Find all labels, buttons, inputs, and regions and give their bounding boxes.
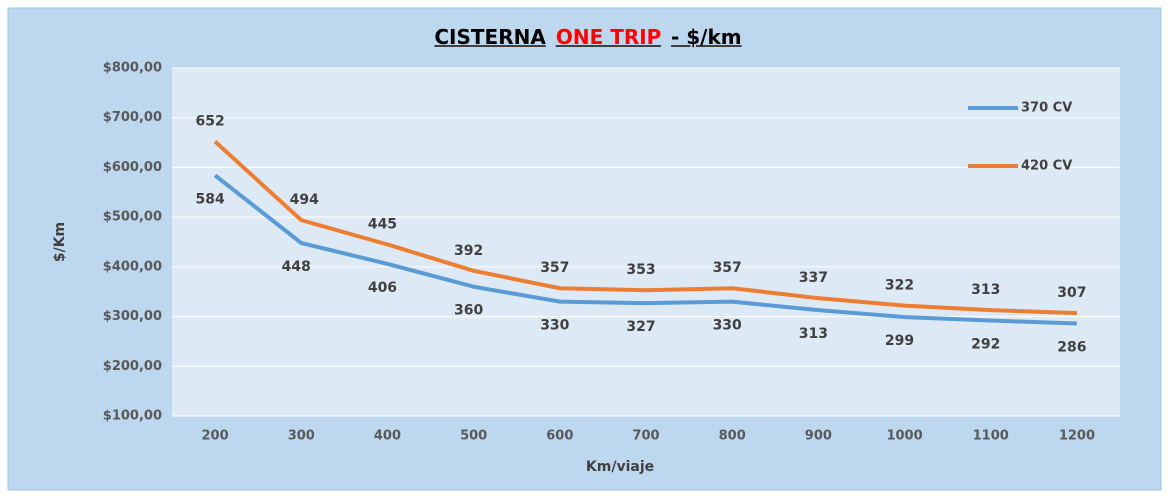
x-tick-label: 600 <box>546 429 573 444</box>
x-tick-label: 900 <box>805 429 832 444</box>
legend-label: 420 CV <box>1021 159 1072 174</box>
y-axis-title: $/Km <box>52 222 68 262</box>
data-label: 307 <box>1057 285 1086 301</box>
y-tick-label: $400,00 <box>103 259 162 274</box>
title-part: CISTERNA <box>434 25 546 49</box>
data-label: 357 <box>540 260 569 276</box>
legend-label: 370 CV <box>1021 101 1072 116</box>
data-label: 327 <box>626 319 655 335</box>
y-tick-label: $300,00 <box>103 309 162 324</box>
series-line <box>213 173 1077 326</box>
chart-title: CISTERNA ONE TRIP - $/km <box>434 25 741 49</box>
title-part: - $/km <box>671 25 742 49</box>
x-tick-label: 700 <box>632 429 659 444</box>
data-label: 445 <box>368 216 397 232</box>
data-label: 360 <box>454 303 483 319</box>
data-label: 448 <box>282 259 311 275</box>
data-label: 494 <box>290 192 319 208</box>
title-part: ONE TRIP <box>556 25 661 49</box>
y-tick-label: $200,00 <box>103 359 162 374</box>
data-label: 353 <box>626 262 655 278</box>
y-tick-label: $100,00 <box>103 409 162 424</box>
data-label: 313 <box>971 282 1000 298</box>
data-label: 330 <box>540 318 569 334</box>
x-tick-label: 800 <box>719 429 746 444</box>
data-label: 313 <box>799 326 828 342</box>
y-tick-label: $700,00 <box>103 110 162 125</box>
x-tick-label: 1000 <box>886 429 922 444</box>
data-label: 357 <box>713 260 742 276</box>
data-label: 652 <box>195 114 224 130</box>
y-tick-label: $600,00 <box>103 160 162 175</box>
data-label: 299 <box>885 333 914 349</box>
x-tick-label: 200 <box>202 429 229 444</box>
x-tick-label: 400 <box>374 429 401 444</box>
data-label: 584 <box>195 191 224 207</box>
data-label: 286 <box>1057 340 1086 356</box>
data-label: 292 <box>971 337 1000 353</box>
y-tick-label: $800,00 <box>103 61 162 76</box>
data-label: 322 <box>885 278 914 294</box>
x-tick-label: 500 <box>460 429 487 444</box>
x-tick-label: 1100 <box>973 429 1009 444</box>
plot-area <box>172 68 1120 416</box>
data-label: 337 <box>799 270 828 286</box>
y-tick-label: $500,00 <box>103 210 162 225</box>
series-line <box>213 140 1077 316</box>
x-tick-label: 1200 <box>1059 429 1095 444</box>
data-label: 330 <box>713 318 742 334</box>
data-label: 392 <box>454 243 483 259</box>
x-tick-label: 300 <box>288 429 315 444</box>
data-label: 406 <box>368 280 397 296</box>
x-axis-title: Km/viaje <box>586 459 654 475</box>
